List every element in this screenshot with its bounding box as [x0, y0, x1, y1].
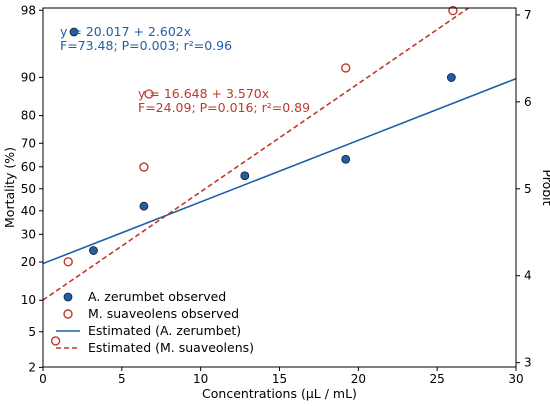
data-point-2-5 — [448, 5, 458, 16]
left-tick-label-9: 80 — [21, 109, 36, 123]
data-point-1-5 — [446, 73, 456, 82]
left-tick-label-8: 70 — [21, 136, 36, 150]
x-tick-label-4: 20 — [351, 372, 366, 386]
legend-label-2: M. suaveolens observed — [88, 306, 239, 321]
left-tick-label-5: 40 — [21, 204, 36, 218]
annotation-marker-2 — [144, 89, 154, 99]
x-axis-title: Concentrations (μL / mL) — [202, 386, 357, 401]
data-point-1-2 — [139, 201, 149, 211]
x-tick-label-6: 30 — [508, 372, 523, 386]
annotation-stats-2: F=24.09; P=0.016; r²=0.89 — [138, 100, 310, 115]
left-axis-title: Mortality (%) — [2, 147, 17, 228]
x-tick-label-3: 15 — [272, 372, 287, 386]
fit-line-1 — [43, 77, 516, 265]
legend-marker-1 — [63, 292, 73, 302]
right-axis-title: Probit — [540, 169, 550, 205]
legend-label-1: A. zerumbet observed — [88, 289, 226, 304]
legend-label-4: Estimated (M. suaveolens) — [88, 340, 254, 355]
data-point-2-1 — [50, 336, 61, 346]
data-point-2-2 — [63, 257, 73, 267]
data-point-1-4 — [341, 154, 351, 164]
data-point-2-4 — [341, 63, 351, 73]
x-tick-label-1: 5 — [118, 372, 126, 386]
right-tick-label-3: 6 — [524, 95, 532, 109]
left-tick-label-1: 5 — [28, 325, 36, 339]
data-point-1-1 — [89, 246, 98, 255]
right-tick-label-1: 4 — [524, 269, 532, 283]
left-tick-label-11: 98 — [21, 3, 36, 17]
legend-label-3: Estimated (A. zerumbet) — [88, 323, 241, 338]
left-tick-label-0: 2 — [28, 360, 36, 374]
x-tick-label-5: 25 — [430, 372, 445, 386]
left-tick-label-3: 20 — [21, 255, 36, 269]
annotation-marker-1 — [69, 27, 79, 37]
annotation-equation-2: y = 16.648 + 3.570x — [138, 86, 269, 101]
left-tick-label-4: 30 — [21, 227, 36, 241]
legend-marker-2 — [63, 309, 73, 319]
data-point-2-3 — [139, 162, 149, 172]
x-tick-label-2: 10 — [193, 372, 208, 386]
right-tick-label-2: 5 — [524, 182, 532, 196]
right-tick-label-0: 3 — [524, 356, 532, 370]
data-point-1-3 — [240, 171, 250, 181]
left-tick-label-7: 60 — [21, 160, 36, 174]
annotation-stats-1: F=73.48; P=0.003; r²=0.96 — [60, 38, 232, 53]
right-tick-label-4: 7 — [524, 8, 532, 22]
left-tick-label-6: 50 — [21, 182, 36, 196]
annotation-equation-1: y = 20.017 + 2.602x — [60, 24, 191, 39]
x-tick-label-0: 0 — [39, 372, 47, 386]
left-tick-label-10: 90 — [21, 70, 36, 84]
left-tick-label-2: 10 — [21, 293, 36, 307]
